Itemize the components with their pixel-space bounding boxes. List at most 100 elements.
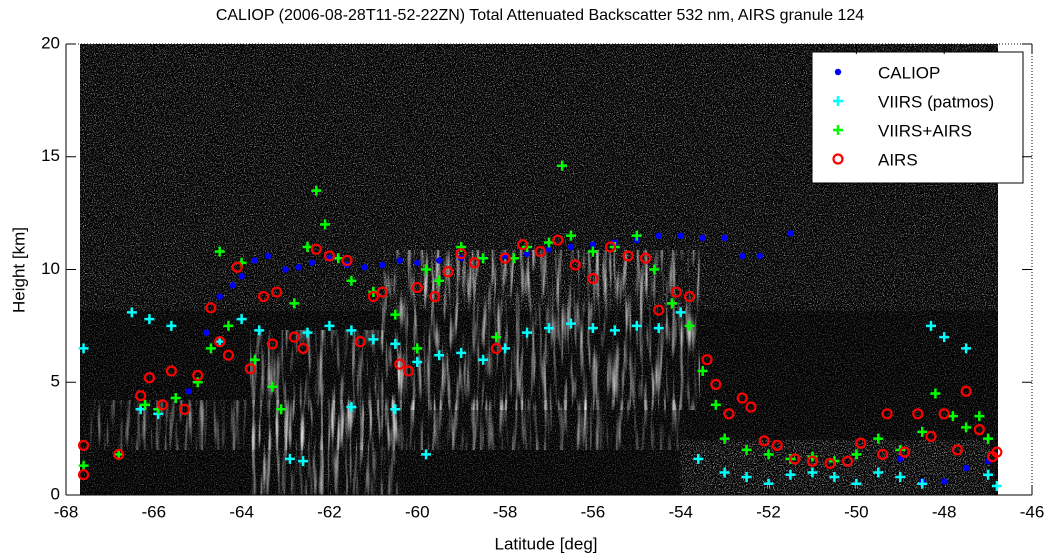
point	[699, 234, 706, 242]
point	[787, 230, 794, 237]
point	[77, 439, 90, 451]
point	[522, 327, 533, 338]
point	[323, 250, 336, 262]
point	[367, 290, 379, 303]
point	[961, 422, 972, 433]
point	[983, 469, 994, 480]
point	[266, 338, 278, 350]
point	[973, 424, 985, 436]
point	[298, 456, 309, 467]
point	[257, 290, 270, 303]
point	[203, 329, 210, 336]
point	[552, 234, 564, 246]
point	[917, 426, 928, 437]
point	[310, 243, 322, 255]
point	[587, 323, 598, 334]
legend-box	[811, 51, 1024, 184]
point	[961, 343, 972, 354]
point	[710, 378, 722, 391]
point	[295, 264, 302, 271]
point	[236, 314, 247, 325]
legend-marker	[833, 96, 843, 106]
point	[297, 342, 309, 355]
point	[490, 342, 502, 355]
point	[192, 369, 204, 382]
point	[77, 469, 90, 481]
point	[939, 332, 950, 343]
point	[126, 307, 137, 318]
point	[165, 365, 177, 377]
point	[789, 453, 801, 465]
point	[288, 331, 300, 343]
point	[499, 252, 511, 264]
point	[723, 408, 735, 420]
point	[354, 336, 366, 348]
point	[378, 261, 386, 269]
point	[402, 365, 415, 377]
point	[333, 253, 344, 264]
point	[135, 390, 147, 402]
point	[544, 237, 554, 248]
point	[741, 471, 752, 482]
point	[251, 257, 259, 264]
point	[166, 320, 177, 331]
point	[947, 411, 958, 422]
point	[653, 323, 664, 334]
point	[308, 259, 316, 266]
legend-marker	[833, 125, 843, 135]
point	[697, 365, 708, 376]
point	[346, 402, 357, 413]
x-axis-label: Latitude [deg]	[494, 534, 597, 553]
point	[324, 320, 335, 331]
point	[569, 259, 581, 271]
point	[222, 349, 235, 361]
point	[545, 246, 553, 253]
x-tick-label: -56	[581, 502, 606, 521]
point	[649, 264, 660, 275]
point	[534, 245, 546, 258]
point	[899, 446, 911, 458]
point	[785, 469, 796, 480]
x-tick-label: -52	[756, 502, 781, 521]
point	[962, 464, 970, 472]
x-tick-label: -48	[932, 502, 957, 521]
legend-label: AIRS	[878, 150, 918, 169]
point	[390, 338, 401, 349]
point	[264, 252, 272, 260]
point	[205, 343, 216, 354]
point	[684, 320, 695, 331]
point	[851, 449, 862, 460]
point	[414, 259, 421, 266]
point	[925, 430, 937, 442]
point	[631, 230, 642, 241]
x-tick-label: -58	[493, 502, 518, 521]
point	[231, 261, 243, 273]
point	[429, 290, 441, 303]
point	[223, 320, 234, 331]
point	[302, 327, 313, 338]
legend: CALIOP VIIRS (patmos) VIIRS+AIRS AIRS	[811, 51, 1024, 184]
point	[938, 408, 950, 420]
point	[917, 478, 928, 489]
point	[178, 403, 191, 415]
point	[238, 273, 245, 280]
point	[670, 286, 682, 298]
point	[587, 272, 599, 285]
point	[302, 241, 313, 252]
point	[881, 408, 893, 420]
point	[320, 219, 331, 230]
point	[170, 393, 181, 404]
point	[841, 455, 854, 467]
point	[144, 314, 155, 325]
point	[701, 354, 713, 366]
point	[926, 320, 937, 331]
point	[214, 336, 226, 348]
point	[390, 309, 401, 320]
point	[974, 411, 985, 422]
point	[421, 264, 432, 275]
point	[710, 399, 721, 410]
point	[396, 257, 403, 264]
point	[877, 448, 889, 461]
point	[544, 323, 554, 334]
point	[478, 354, 489, 365]
